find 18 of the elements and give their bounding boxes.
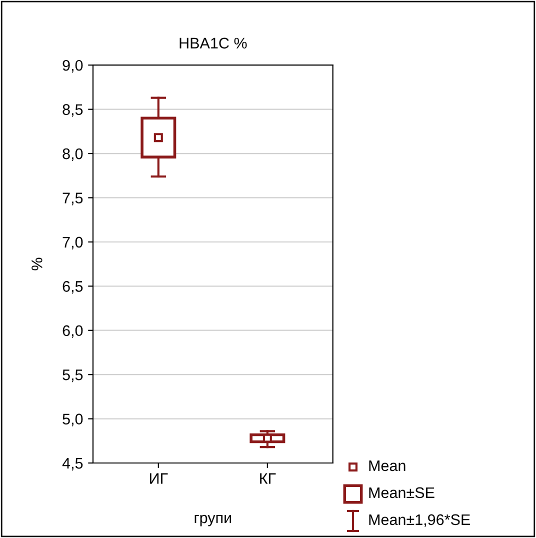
y-axis-title: % xyxy=(32,258,42,270)
y-tick-label: 7,5 xyxy=(62,192,83,206)
x-tick-label: КГ xyxy=(260,473,276,484)
y-tick-label: 8,0 xyxy=(62,148,83,162)
y-tick-label: 5,5 xyxy=(62,370,83,382)
x-tick-label: ИГ xyxy=(150,473,168,484)
x-axis-title: групи xyxy=(194,514,232,526)
chart-title: HBA1C % xyxy=(180,38,247,49)
text: Mean xyxy=(369,460,406,472)
y-tick-label: 5,0 xyxy=(62,414,83,426)
text: Mean±1,96*SE xyxy=(369,514,470,527)
y-tick-label: 4,5 xyxy=(62,458,83,470)
y-tick-label: 6,5 xyxy=(62,281,83,294)
y-tick-label: 9,0 xyxy=(62,60,83,73)
y-tick-label: 6,0 xyxy=(62,325,83,338)
y-tick-label: 7,0 xyxy=(62,236,83,250)
text: Mean±SE xyxy=(369,487,434,498)
y-tick-label: 8,5 xyxy=(62,104,83,117)
